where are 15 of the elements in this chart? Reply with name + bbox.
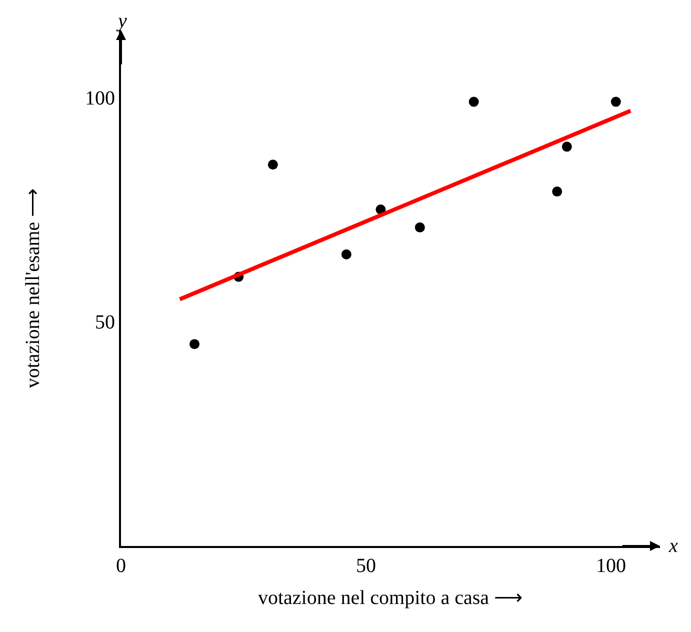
annotation: y <box>116 10 127 32</box>
point <box>414 222 425 232</box>
point <box>268 160 278 170</box>
point <box>562 142 572 152</box>
x-tick-label: 50 <box>356 555 376 577</box>
point <box>610 96 621 107</box>
point <box>341 249 352 260</box>
point <box>552 186 562 197</box>
x-tick-label: 100 <box>596 555 626 577</box>
x-tick-label: 0 <box>116 555 126 577</box>
y-axis-title: votazione nell'esame ⟶ <box>22 188 44 388</box>
x-axis-title: votazione nel compito a casa ⟶ <box>258 587 524 609</box>
text: x <box>668 535 678 557</box>
point <box>190 339 200 350</box>
point <box>468 96 479 107</box>
